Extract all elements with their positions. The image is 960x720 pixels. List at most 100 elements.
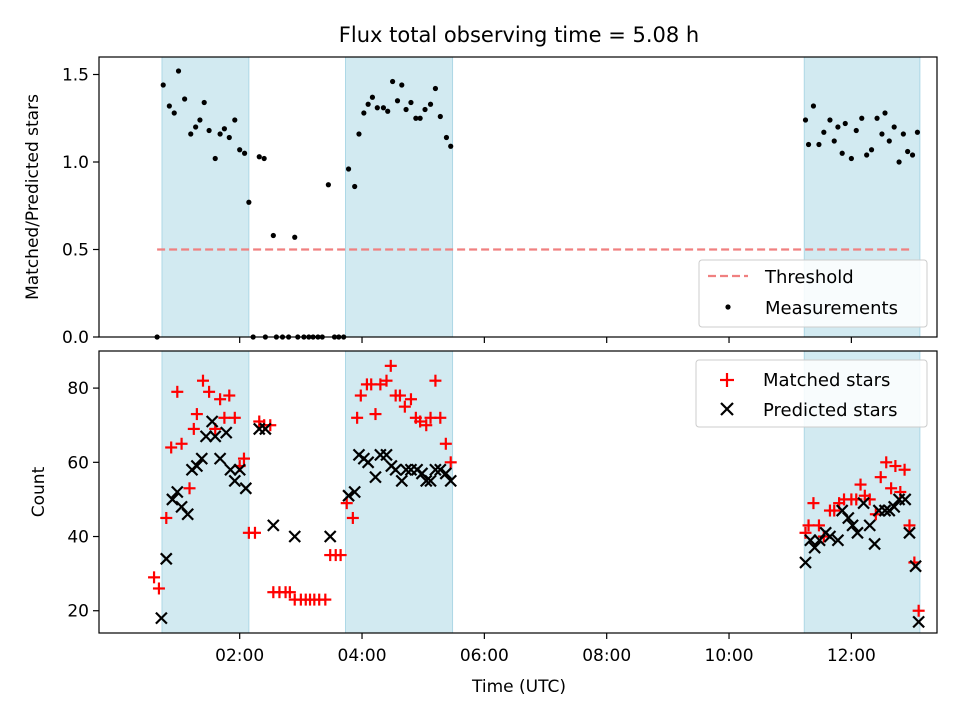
bottom-legend: Matched stars Predicted stars bbox=[695, 359, 928, 428]
measurement-point bbox=[197, 117, 203, 123]
predicted-star-marker bbox=[389, 463, 402, 477]
measurement-point bbox=[848, 155, 854, 162]
measurement-point bbox=[408, 99, 414, 106]
predicted-star-marker bbox=[342, 489, 355, 502]
matched-star-marker bbox=[374, 378, 387, 391]
predicted-star-marker bbox=[851, 526, 864, 540]
matched-star-marker bbox=[444, 456, 457, 469]
measurement-point bbox=[182, 96, 188, 102]
matched-star-marker bbox=[398, 400, 411, 413]
measurement-point bbox=[188, 131, 194, 137]
measurement-point bbox=[443, 134, 450, 141]
measurement-point bbox=[171, 110, 177, 116]
matched-star-marker bbox=[237, 452, 250, 465]
matched-star-marker bbox=[369, 408, 382, 421]
predicted-star-marker bbox=[224, 463, 237, 477]
matched-star-marker bbox=[334, 549, 347, 562]
predicted-star-marker bbox=[823, 530, 837, 543]
bottom-y-tick-label: 40 bbox=[67, 528, 89, 548]
measurement-point bbox=[206, 127, 212, 134]
top-y-tick-label: 1.0 bbox=[62, 153, 89, 173]
matched-star-marker bbox=[223, 389, 236, 402]
x-axis-label: Time (UTC) bbox=[471, 677, 566, 697]
measurement-point bbox=[900, 131, 906, 137]
measurement-point bbox=[212, 155, 218, 162]
predicted-star-marker bbox=[399, 463, 413, 477]
measurement-point bbox=[385, 108, 391, 114]
predicted-star-marker bbox=[898, 493, 912, 506]
measurement-point bbox=[427, 101, 434, 107]
measurement-point bbox=[221, 126, 227, 132]
predicted-star-marker bbox=[199, 430, 213, 443]
measurement-point bbox=[891, 124, 897, 130]
bottom-axes-frame bbox=[98, 350, 938, 634]
measurement-point bbox=[886, 138, 892, 144]
bottom-y-tick-label: 80 bbox=[67, 379, 89, 399]
matched-star-marker bbox=[218, 411, 231, 424]
predicted-star-marker bbox=[380, 448, 393, 462]
measurement-point bbox=[874, 115, 880, 121]
x-tick-label: 12:00 bbox=[827, 646, 876, 666]
predicted-star-marker bbox=[395, 474, 409, 488]
matched-star-marker bbox=[439, 437, 452, 450]
predicted-star-marker bbox=[361, 456, 375, 469]
predicted-star-marker bbox=[878, 504, 892, 517]
measurement-point bbox=[270, 232, 276, 239]
predicted-star-marker bbox=[228, 474, 242, 488]
matched-star-marker bbox=[165, 441, 178, 454]
measurement-point bbox=[882, 110, 888, 116]
top-panel: 0.0 0.5 1.0 1.5 Matched/Predicted stars Thr… bbox=[23, 56, 938, 348]
measurement-point bbox=[237, 147, 243, 153]
matched-star-marker bbox=[912, 604, 925, 617]
measurement-point bbox=[226, 134, 232, 141]
measurement-point bbox=[905, 148, 911, 155]
top-y-tick-label: 0.0 bbox=[62, 328, 89, 348]
measurement-point bbox=[166, 103, 172, 109]
measurement-point bbox=[839, 150, 845, 156]
measurement-point bbox=[390, 78, 396, 85]
matched-star-marker bbox=[354, 389, 367, 402]
measurement-point bbox=[217, 131, 223, 137]
x-tick-label: 06:00 bbox=[460, 646, 509, 666]
measurement-point bbox=[417, 115, 423, 121]
measurement-point bbox=[261, 155, 267, 162]
measurement-point bbox=[201, 99, 207, 106]
matched-star-marker bbox=[828, 504, 841, 517]
predicted-star-marker bbox=[190, 459, 204, 473]
matched-star-marker bbox=[346, 511, 359, 524]
legend-predicted-swatch bbox=[720, 402, 734, 416]
predicted-stars-points bbox=[155, 415, 925, 629]
predicted-star-marker bbox=[166, 493, 179, 506]
measurement-point bbox=[810, 103, 817, 109]
measurement-points bbox=[154, 68, 921, 340]
measurement-point bbox=[403, 106, 409, 113]
measurement-point bbox=[909, 152, 916, 158]
top-y-tick-label: 0.5 bbox=[62, 241, 89, 261]
predicted-star-marker bbox=[439, 467, 453, 480]
measurement-point bbox=[175, 68, 182, 74]
x-tick-label: 04:00 bbox=[338, 646, 387, 666]
measurement-point bbox=[864, 152, 870, 158]
legend-threshold-label: Threshold bbox=[764, 267, 854, 288]
predicted-star-marker bbox=[444, 474, 457, 488]
measurement-point bbox=[413, 115, 419, 121]
predicted-star-marker bbox=[887, 500, 901, 514]
top-y-axis-label: Matched/Predicted stars bbox=[23, 94, 43, 300]
legend-matched-label: Matched stars bbox=[763, 370, 890, 391]
measurement-point bbox=[914, 129, 921, 135]
matched-star-marker bbox=[203, 385, 216, 398]
predicted-star-marker bbox=[857, 496, 870, 510]
measurement-point bbox=[896, 159, 902, 165]
predicted-star-marker bbox=[434, 463, 447, 477]
measurement-point bbox=[193, 124, 199, 130]
measurement-point bbox=[394, 98, 401, 104]
predicted-star-marker bbox=[863, 519, 876, 532]
matched-star-marker bbox=[340, 497, 353, 510]
matched-star-marker bbox=[404, 393, 417, 406]
top-axis-ticks: 0.0 0.5 1.0 1.5 bbox=[62, 66, 852, 348]
x-tick-label: 10:00 bbox=[705, 646, 754, 666]
matched-star-marker bbox=[420, 419, 433, 432]
bottom-axis-ticks: 20 40 60 80 02:00 04:00 06:00 08:00 10:00 12:00 bbox=[67, 379, 876, 666]
measurement-point bbox=[816, 141, 822, 148]
